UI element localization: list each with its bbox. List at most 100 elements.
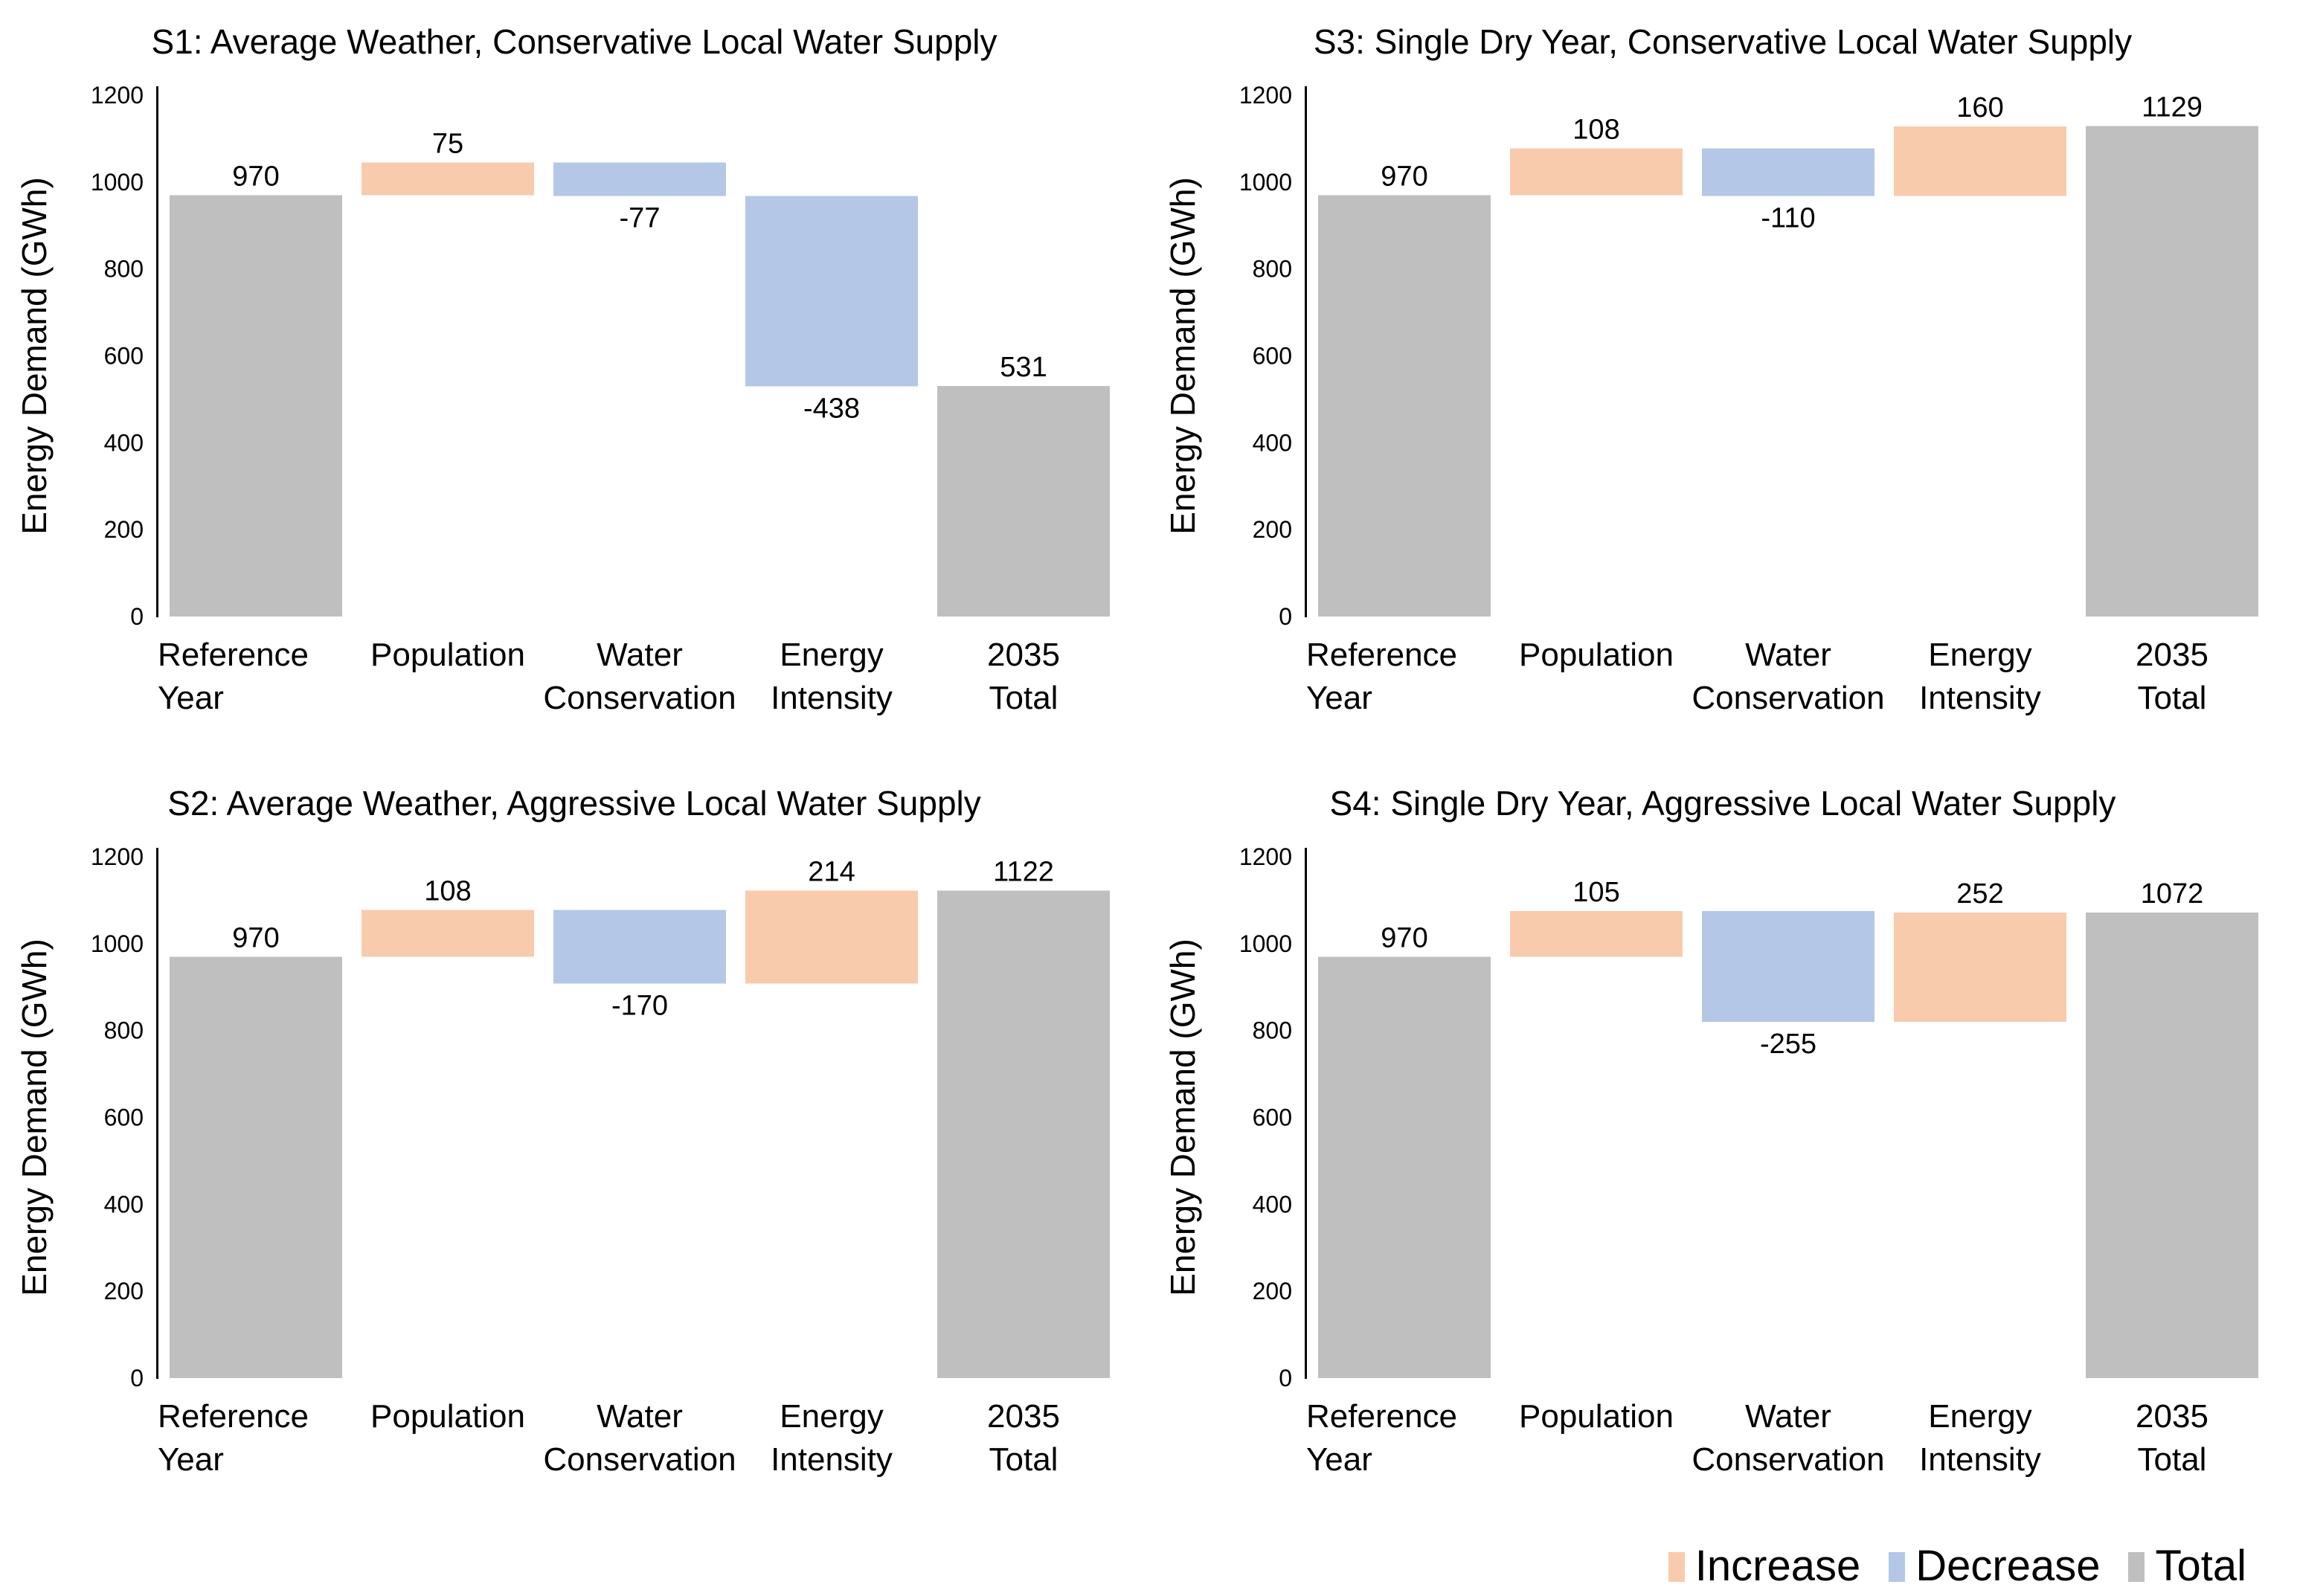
bar-label-reference-year: 970 (232, 922, 279, 953)
category-label-water-conservation-line1: Water (597, 1398, 683, 1435)
legend-label-increase: Increase (1694, 1541, 1861, 1590)
category-label-2035-total-line2: Total (989, 1441, 1058, 1478)
y-axis-title: Energy Demand (GWh) (1163, 939, 1202, 1296)
category-label-water-conservation-line2: Conservation (543, 680, 736, 716)
category-label-energy-intensity-line1: Energy (780, 637, 883, 673)
y-tick-1000: 1000 (91, 930, 144, 957)
bar-2035-total (937, 385, 1110, 617)
chart-title-s4: S4: Single Dry Year, Aggressive Local Wa… (1330, 784, 2116, 823)
y-tick-600: 600 (1253, 1104, 1292, 1131)
y-tick-200: 200 (1253, 1278, 1292, 1304)
chart-svg-s2: S2: Average Weather, Aggressive Local Wa… (15, 784, 1110, 1478)
category-label-population: Population (1519, 1398, 1674, 1435)
bar-label-2035-total: 1122 (993, 857, 1054, 888)
category-label-population: Population (370, 637, 525, 673)
bar-label-2035-total: 1129 (2142, 92, 2203, 123)
bar-label-energy-intensity: 160 (1956, 92, 2003, 123)
bar-label-energy-intensity: 214 (808, 857, 855, 888)
y-tick-400: 400 (1253, 1191, 1292, 1217)
bar-label-population: 105 (1572, 877, 1619, 908)
bar-label-2035-total: 1072 (2141, 878, 2204, 910)
category-label-energy-intensity-line1: Energy (780, 1398, 883, 1435)
y-tick-1000: 1000 (91, 169, 144, 196)
total-swatch-icon (2128, 1552, 2145, 1582)
bar-energy-intensity (1894, 126, 2066, 196)
y-tick-1200: 1200 (1239, 82, 1292, 109)
legend-item-decrease: Decrease (1889, 1541, 2100, 1591)
bar-population (1510, 911, 1683, 957)
chart-legend: Increase Decrease Total (0, 1523, 2297, 1596)
bar-population (1510, 148, 1683, 196)
chart-s3: S3: Single Dry Year, Conservative Local … (1148, 0, 2297, 762)
y-axis-title: Energy Demand (GWh) (1163, 177, 1202, 535)
bar-energy-intensity (745, 196, 918, 387)
bar-reference-year (1318, 956, 1491, 1378)
category-label-reference-year-line1: Reference (1306, 1398, 1457, 1435)
bar-label-water-conservation: -77 (620, 203, 661, 234)
chart-title-s2: S2: Average Weather, Aggressive Local Wa… (167, 784, 981, 823)
charts-grid: S1: Average Weather, Conservative Local … (0, 0, 2297, 1523)
bar-water-conservation (1702, 148, 1874, 196)
bar-label-population: 108 (424, 875, 471, 907)
bar-2035-total (937, 890, 1110, 1378)
y-axis-title: Energy Demand (GWh) (15, 177, 54, 535)
chart-svg-s1: S1: Average Weather, Conservative Local … (15, 22, 1110, 716)
bar-label-water-conservation: -255 (1760, 1029, 1816, 1060)
bar-label-reference-year: 970 (1381, 161, 1427, 192)
chart-s4: S4: Single Dry Year, Aggressive Local Wa… (1148, 762, 2297, 1523)
bar-2035-total (2086, 912, 2258, 1378)
legend-item-increase: Increase (1668, 1541, 1860, 1591)
y-tick-800: 800 (1253, 1017, 1292, 1044)
y-tick-1200: 1200 (91, 82, 144, 109)
y-tick-600: 600 (104, 343, 144, 370)
bar-water-conservation (553, 910, 726, 984)
bar-label-water-conservation: -170 (611, 991, 668, 1022)
y-tick-1200: 1200 (91, 843, 144, 870)
bar-label-reference-year: 970 (1381, 922, 1427, 953)
y-tick-800: 800 (104, 256, 144, 283)
chart-svg-s3: S3: Single Dry Year, Conservative Local … (1163, 22, 2258, 716)
y-tick-1000: 1000 (1239, 930, 1292, 957)
category-label-2035-total-line1: 2035 (2136, 1398, 2208, 1435)
y-tick-1000: 1000 (1239, 169, 1292, 196)
bar-label-population: 108 (1572, 114, 1619, 145)
bar-label-2035-total: 531 (1000, 352, 1047, 383)
category-label-energy-intensity-line1: Energy (1928, 1398, 2031, 1435)
category-label-reference-year-line1: Reference (1306, 637, 1457, 673)
chart-s1: S1: Average Weather, Conservative Local … (0, 0, 1148, 762)
category-label-population: Population (1519, 637, 1674, 673)
bar-water-conservation (553, 162, 726, 196)
y-tick-0: 0 (130, 603, 144, 630)
legend-label-total: Total (2155, 1541, 2246, 1590)
category-label-water-conservation-line1: Water (597, 637, 683, 673)
bar-energy-intensity (1894, 912, 2066, 1022)
category-label-2035-total-line1: 2035 (987, 1398, 1060, 1435)
y-tick-200: 200 (1253, 516, 1292, 543)
y-tick-0: 0 (1279, 1365, 1292, 1391)
category-label-reference-year-line2: Year (1306, 680, 1372, 716)
y-tick-400: 400 (104, 1191, 144, 1217)
bar-reference-year (1318, 195, 1491, 617)
y-tick-600: 600 (1253, 343, 1292, 370)
legend-label-decrease: Decrease (1915, 1541, 2101, 1590)
category-label-2035-total-line2: Total (2138, 1441, 2207, 1478)
category-label-reference-year-line1: Reference (158, 637, 309, 673)
bar-reference-year (170, 956, 342, 1378)
y-tick-200: 200 (104, 1278, 144, 1304)
y-tick-800: 800 (104, 1017, 144, 1044)
chart-title-s1: S1: Average Weather, Conservative Local … (152, 22, 997, 61)
y-tick-200: 200 (104, 516, 144, 543)
category-label-water-conservation-line2: Conservation (543, 1441, 736, 1478)
bar-water-conservation (1702, 911, 1874, 1022)
bar-label-water-conservation: -110 (1761, 203, 1815, 234)
bar-label-energy-intensity: -438 (803, 393, 860, 424)
category-label-energy-intensity-line1: Energy (1928, 637, 2031, 673)
bar-label-population: 75 (432, 129, 463, 160)
bar-energy-intensity (745, 890, 918, 984)
chart-svg-s4: S4: Single Dry Year, Aggressive Local Wa… (1163, 784, 2258, 1478)
category-label-reference-year-line1: Reference (158, 1398, 309, 1435)
y-tick-1200: 1200 (1239, 843, 1292, 870)
category-label-energy-intensity-line2: Intensity (771, 680, 893, 716)
category-label-energy-intensity-line2: Intensity (1919, 1441, 2041, 1478)
bar-label-energy-intensity: 252 (1956, 878, 2003, 910)
